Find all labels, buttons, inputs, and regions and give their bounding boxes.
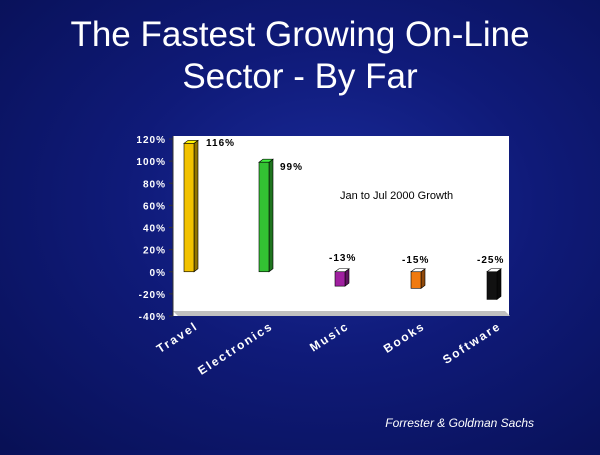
bar-books — [410, 268, 426, 289]
bar-travel — [183, 139, 199, 273]
y-tick-label: 80% — [143, 179, 166, 190]
data-label: -13% — [329, 253, 356, 264]
x-tick-label: Music — [307, 319, 352, 355]
x-tick-label: Books — [381, 319, 428, 356]
bar-front — [183, 143, 195, 273]
y-tick-label: 100% — [136, 157, 166, 168]
y-tick-label: 60% — [143, 201, 166, 212]
chart-subtitle: Jan to Jul 2000 Growth — [340, 190, 453, 202]
bar-music — [334, 268, 350, 287]
bar-front — [334, 271, 346, 287]
slide-title: The Fastest Growing On-Line Sector - By … — [0, 14, 600, 98]
y-tick-label: 40% — [143, 224, 166, 235]
x-tick-label: Software — [440, 319, 504, 367]
bar-front — [258, 161, 270, 273]
bar-side — [420, 268, 426, 289]
bar-side — [193, 139, 199, 273]
y-tick-label: 0% — [150, 268, 166, 279]
bar-side — [268, 158, 274, 273]
data-label: -15% — [402, 255, 429, 266]
bar-electronics — [258, 158, 274, 273]
chart-floor — [173, 311, 510, 316]
bar-front — [486, 271, 498, 300]
data-label: -25% — [477, 255, 504, 266]
y-tick-label: 20% — [143, 246, 166, 257]
x-tick-label: Electronics — [195, 319, 275, 378]
data-label: 99% — [280, 162, 303, 173]
source-note: Forrester & Goldman Sachs — [385, 416, 534, 430]
slide-title-line-1: The Fastest Growing On-Line — [70, 15, 530, 54]
data-label: 116% — [206, 138, 235, 149]
slide-title-line-2: Sector - By Far — [182, 57, 418, 96]
y-tick-label: -40% — [139, 312, 166, 323]
y-tick-label: -20% — [139, 290, 166, 301]
bar-front — [410, 271, 422, 289]
x-tick-label: Travel — [154, 319, 201, 356]
bar-software — [486, 268, 502, 301]
bar-side — [496, 268, 502, 301]
plot-area — [173, 136, 509, 316]
y-tick-label: 120% — [136, 135, 166, 146]
